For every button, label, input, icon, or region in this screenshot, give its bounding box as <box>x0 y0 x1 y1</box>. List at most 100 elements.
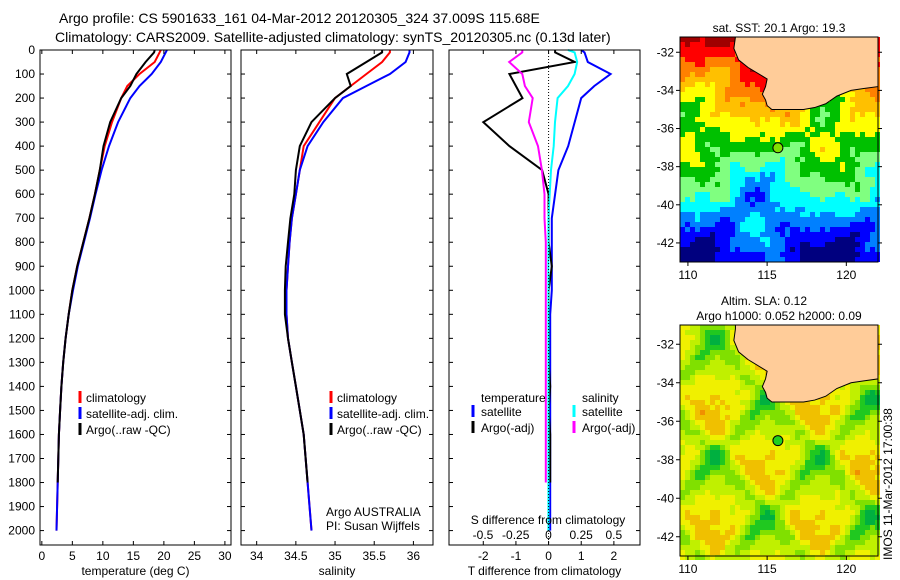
heatmap-cell <box>840 117 845 122</box>
heatmap-cell <box>855 440 860 445</box>
heatmap-cell <box>855 102 860 107</box>
heatmap-cell <box>785 137 790 142</box>
heatmap-cell <box>685 530 690 535</box>
heatmap-cell <box>765 405 770 410</box>
heatmap-cell <box>780 172 785 177</box>
heatmap-cell <box>730 355 735 360</box>
heatmap-cell <box>840 515 845 520</box>
heatmap-cell <box>725 445 730 450</box>
heatmap-cell <box>810 480 815 485</box>
heatmap-cell <box>845 162 850 167</box>
heatmap-cell <box>830 217 835 222</box>
heatmap-cell <box>850 257 855 262</box>
heatmap-cell <box>725 505 730 510</box>
heatmap-cell <box>680 227 685 232</box>
heatmap-cell <box>800 197 805 202</box>
heatmap-cell <box>785 410 790 415</box>
heatmap-cell <box>685 470 690 475</box>
heatmap-cell <box>730 490 735 495</box>
heatmap-cell <box>690 177 695 182</box>
heatmap-cell <box>755 182 760 187</box>
heatmap-cell <box>705 330 710 335</box>
heatmap-cell <box>870 470 875 475</box>
heatmap-cell <box>740 460 745 465</box>
heatmap-cell <box>780 420 785 425</box>
heatmap-cell <box>770 520 775 525</box>
heatmap-cell <box>725 510 730 515</box>
heatmap-cell <box>740 355 745 360</box>
heatmap-cell <box>720 350 725 355</box>
heatmap-cell <box>850 102 855 107</box>
heatmap-cell <box>690 227 695 232</box>
heatmap-cell <box>850 455 855 460</box>
heatmap-cell <box>775 515 780 520</box>
heatmap-cell <box>725 112 730 117</box>
heatmap-cell <box>855 485 860 490</box>
heatmap-cell <box>730 212 735 217</box>
heatmap-cell <box>730 197 735 202</box>
heatmap-cell <box>860 187 865 192</box>
heatmap-cell <box>855 137 860 142</box>
heatmap-cell <box>860 400 865 405</box>
heatmap-cell <box>795 177 800 182</box>
heatmap-cell <box>760 102 765 107</box>
heatmap-cell <box>820 410 825 415</box>
heatmap-cell <box>715 187 720 192</box>
heatmap-cell <box>860 495 865 500</box>
heatmap-cell <box>850 395 855 400</box>
heatmap-cell <box>715 360 720 365</box>
heatmap-cell <box>800 450 805 455</box>
heatmap-cell <box>785 197 790 202</box>
heatmap-cell <box>735 375 740 380</box>
heatmap-cell <box>825 525 830 530</box>
heatmap-cell <box>685 142 690 147</box>
x-axis-label: salinity <box>319 564 356 578</box>
heatmap-cell <box>745 405 750 410</box>
heatmap-cell <box>785 490 790 495</box>
heatmap-cell <box>855 530 860 535</box>
heatmap-cell <box>760 470 765 475</box>
heatmap-cell <box>680 430 685 435</box>
heatmap-cell <box>805 525 810 530</box>
heatmap-cell <box>810 197 815 202</box>
heatmap-cell <box>840 192 845 197</box>
heatmap-cell <box>680 480 685 485</box>
heatmap-cell <box>780 495 785 500</box>
heatmap-cell <box>680 420 685 425</box>
heatmap-cell <box>705 147 710 152</box>
heatmap-cell <box>785 430 790 435</box>
heatmap-cell <box>715 470 720 475</box>
heatmap-cell <box>710 545 715 550</box>
heatmap-cell <box>745 192 750 197</box>
argo-position-marker <box>772 435 784 447</box>
heatmap-cell <box>790 455 795 460</box>
heatmap-cell <box>815 112 820 117</box>
heatmap-cell <box>685 370 690 375</box>
heatmap-cell <box>685 242 690 247</box>
heatmap-cell <box>705 355 710 360</box>
heatmap-cell <box>695 97 700 102</box>
heatmap-cell <box>755 555 760 560</box>
heatmap-cell <box>865 217 870 222</box>
heatmap-cell <box>740 182 745 187</box>
heatmap-cell <box>850 172 855 177</box>
heatmap-cell <box>730 77 735 82</box>
heatmap-cell <box>805 480 810 485</box>
heatmap-cell <box>810 172 815 177</box>
heatmap-cell <box>750 202 755 207</box>
heatmap-cell <box>775 450 780 455</box>
heatmap-cell <box>785 167 790 172</box>
heatmap-cell <box>785 127 790 132</box>
heatmap-cell <box>780 197 785 202</box>
heatmap-cell <box>740 207 745 212</box>
heatmap-cell <box>740 440 745 445</box>
heatmap-cell <box>725 132 730 137</box>
x2-tick-label: 0.5 <box>605 528 622 542</box>
heatmap-cell <box>685 385 690 390</box>
heatmap-cell <box>845 435 850 440</box>
heatmap-cell <box>715 257 720 262</box>
heatmap-cell <box>695 142 700 147</box>
heatmap-cell <box>740 92 745 97</box>
heatmap-cell <box>710 137 715 142</box>
series-line-climatology <box>285 50 391 531</box>
